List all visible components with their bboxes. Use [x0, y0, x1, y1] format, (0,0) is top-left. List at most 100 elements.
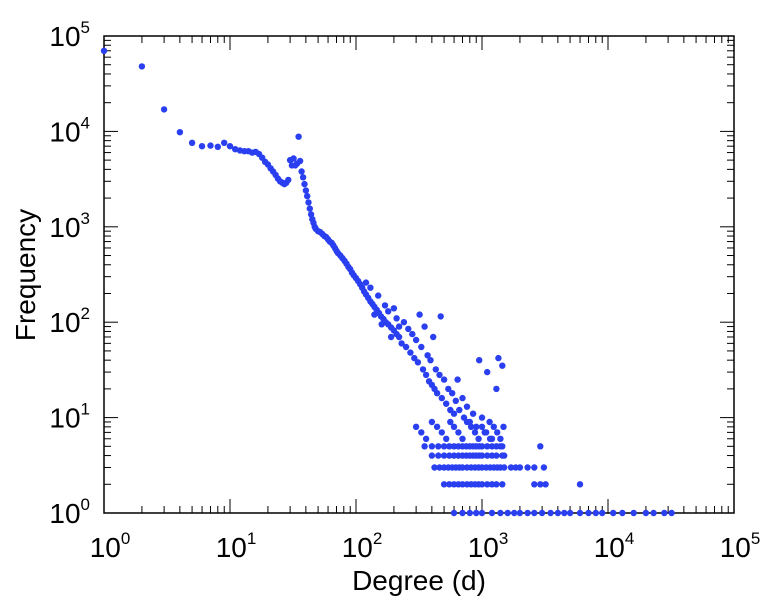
data-point [537, 481, 544, 488]
data-point [486, 418, 493, 426]
data-point [478, 509, 486, 517]
data-point [422, 371, 430, 379]
data-point [418, 429, 425, 436]
data-point [499, 452, 506, 459]
data-point [650, 509, 657, 517]
data-point [398, 340, 405, 347]
data-point [422, 435, 430, 442]
data-point [375, 292, 382, 299]
data-point [478, 481, 486, 488]
data-point [306, 205, 313, 212]
data-point [412, 336, 420, 344]
data-point [295, 133, 302, 140]
data-point [427, 357, 434, 364]
data-point [412, 423, 420, 430]
data-point [387, 333, 395, 341]
y-tick-label: 102 [49, 304, 90, 338]
data-point [486, 435, 494, 442]
data-point [467, 423, 475, 430]
data-point [488, 509, 496, 517]
data-point [450, 423, 458, 430]
data-point [566, 509, 574, 517]
data-point [414, 359, 422, 366]
data-point [478, 414, 486, 421]
data-point [428, 452, 436, 459]
data-point [531, 481, 538, 488]
data-point [484, 481, 491, 488]
data-point [299, 174, 307, 181]
x-tick-label: 103 [468, 529, 509, 563]
data-point [450, 481, 458, 488]
data-point [443, 435, 450, 442]
data-point [619, 509, 626, 517]
data-point [450, 443, 458, 450]
data-point [378, 321, 385, 328]
data-point [302, 187, 310, 194]
data-point [455, 429, 462, 436]
x-tick-label: 101 [216, 529, 257, 563]
data-point [395, 323, 403, 330]
data-point [438, 429, 445, 436]
data-point [416, 311, 423, 318]
data-point [381, 302, 389, 309]
data-point [290, 155, 297, 162]
data-point [576, 509, 584, 517]
data-point [371, 311, 378, 318]
data-point [424, 352, 431, 359]
data-point [610, 509, 617, 517]
y-tick-label: 104 [49, 113, 90, 147]
data-point [524, 509, 531, 517]
data-point [493, 385, 500, 393]
data-point [432, 366, 439, 373]
data-point [207, 142, 214, 149]
data-point [421, 443, 428, 450]
y-tick-label: 103 [49, 209, 90, 243]
data-point [402, 343, 410, 351]
data-point [484, 443, 491, 450]
data-point [511, 509, 518, 517]
data-point [367, 284, 374, 291]
data-point [437, 313, 444, 320]
data-point [538, 509, 546, 517]
y-tick-label: 101 [49, 400, 90, 434]
data-point [435, 452, 442, 459]
data-point [431, 464, 438, 471]
y-axis-title: Frequency [10, 209, 41, 341]
y-tick-label: 100 [49, 495, 90, 529]
data-point [296, 157, 304, 165]
data-point [176, 129, 184, 136]
data-point [450, 452, 458, 459]
data-point [475, 435, 482, 442]
data-point [484, 452, 491, 459]
data-point [585, 509, 592, 517]
data-point [160, 106, 168, 113]
data-point [445, 385, 452, 393]
data-point [478, 443, 486, 450]
data-point [459, 394, 466, 402]
data-point [446, 443, 453, 450]
data-point [138, 63, 146, 70]
x-axis-title: Degree (d) [352, 565, 486, 596]
data-point [497, 435, 504, 442]
data-point [478, 423, 486, 430]
data-point [298, 168, 305, 175]
data-point [438, 394, 445, 402]
data-point [488, 481, 496, 488]
data-point [576, 481, 584, 488]
data-point [452, 397, 459, 404]
data-point [411, 354, 418, 362]
data-point [198, 143, 206, 150]
data-point [661, 509, 668, 517]
data-point [421, 323, 428, 330]
data-point [393, 315, 400, 322]
data-point [307, 211, 315, 218]
data-point [440, 452, 448, 459]
data-point [446, 481, 453, 488]
data-point [507, 464, 515, 471]
data-point [542, 481, 549, 488]
data-point [459, 435, 466, 442]
data-point [419, 366, 427, 373]
data-point [516, 464, 524, 471]
data-point [478, 452, 486, 459]
data-point [440, 376, 448, 383]
